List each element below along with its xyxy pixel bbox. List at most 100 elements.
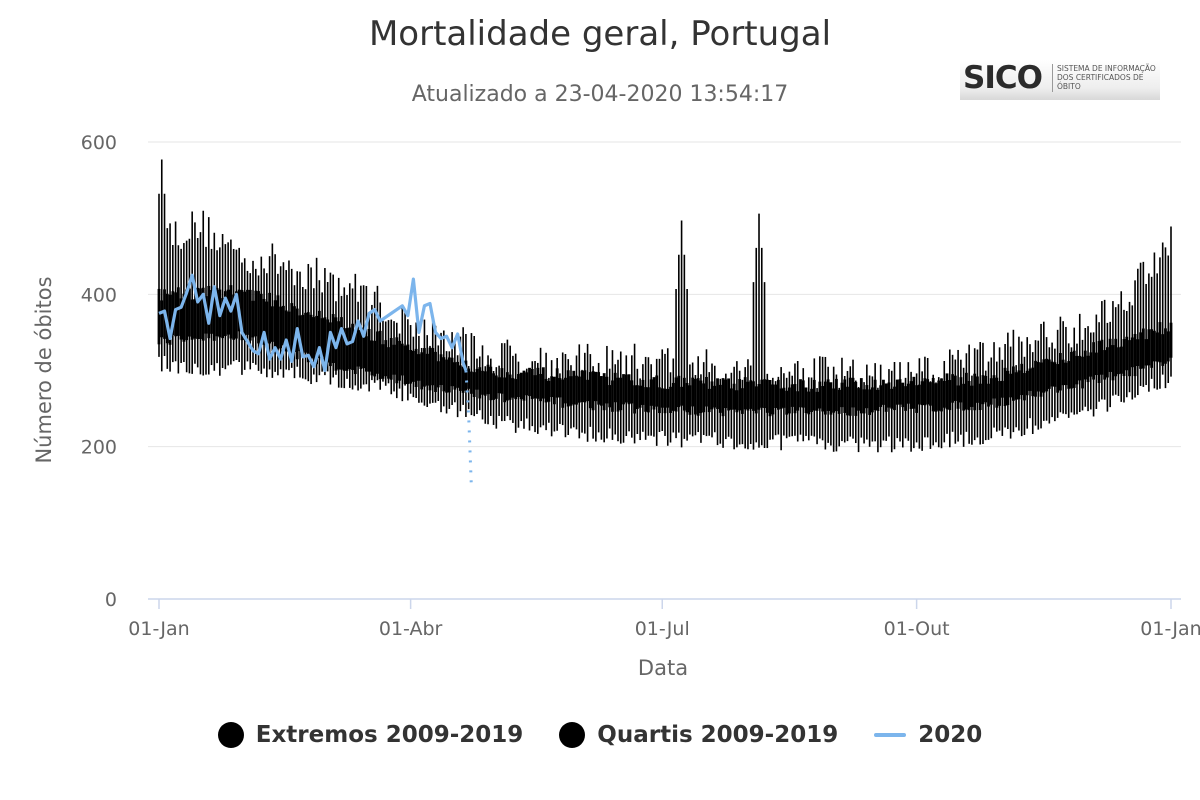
- quartis-bar: [533, 375, 537, 399]
- quartis-bar: [475, 368, 479, 390]
- quartis-bar: [472, 372, 476, 398]
- quartis-bar: [926, 379, 930, 405]
- quartis-bar: [1070, 351, 1073, 389]
- quartis-bar: [1072, 350, 1076, 388]
- quartis-bar: [630, 380, 634, 404]
- quartis-bar: [840, 382, 844, 408]
- legend-item-2020[interactable]: 2020: [874, 722, 982, 748]
- legend-marker-2020: [874, 733, 907, 737]
- quartis-bar: [685, 382, 689, 413]
- quartis-bar: [251, 300, 255, 338]
- quartis-bar: [887, 382, 891, 408]
- quartis-bar: [425, 353, 429, 386]
- chart-area: 01-Jan 01-Abr 01-Jul 01-Out 01-Jan 0 200 400 60…: [32, 132, 1200, 680]
- quartis-bar: [287, 311, 291, 352]
- quartis-bar: [987, 383, 990, 407]
- quartis-bar: [821, 386, 825, 412]
- quartis-bar: [160, 300, 164, 338]
- quartis-bar: [763, 379, 766, 409]
- quartis-bar: [478, 367, 482, 399]
- quartis-bar: [481, 370, 484, 395]
- quartis-bar: [312, 317, 316, 360]
- y-tick-label-200: 200: [81, 437, 117, 459]
- quartis-bar: [575, 375, 578, 405]
- quartis-bar: [699, 380, 703, 414]
- quartis-bar: [364, 336, 368, 372]
- quartis-bar: [724, 379, 728, 409]
- quartis-bar: [345, 328, 349, 371]
- quartis-bar: [525, 372, 529, 396]
- quartis-bar: [329, 322, 332, 367]
- quartis-bar: [962, 383, 966, 411]
- quartis-bar: [735, 390, 739, 413]
- quartis-bar: [909, 381, 913, 409]
- quartis-bar: [873, 379, 877, 411]
- quartis-bar: [588, 372, 592, 409]
- quartis-bar: [967, 380, 971, 411]
- quartis-bar: [890, 388, 894, 409]
- quartis-bar: [458, 365, 462, 391]
- quartis-bar: [511, 378, 515, 398]
- quartis-bar: [818, 381, 822, 409]
- quartis-bar: [854, 381, 858, 416]
- quartis-bar: [942, 380, 946, 408]
- quartis-bar: [246, 289, 249, 335]
- quartis-bar: [1164, 328, 1167, 364]
- quartis-bar: [434, 351, 437, 392]
- quartis-bar: [953, 375, 957, 401]
- quartis-bar: [1025, 370, 1029, 396]
- quartis-bar: [389, 338, 393, 380]
- quartis-bar: [964, 372, 968, 410]
- quartis-bar: [439, 354, 443, 386]
- quartis-bar: [774, 384, 778, 408]
- quartis-bar: [671, 382, 675, 411]
- quartis-bar: [976, 376, 979, 403]
- quartis-bar: [500, 368, 504, 394]
- quartis-bar: [223, 291, 227, 337]
- quartis-bar: [447, 357, 451, 393]
- legend-item-extremos[interactable]: Extremos 2009-2019: [217, 722, 523, 748]
- quartis-bar: [1125, 336, 1129, 371]
- quartis-bar: [879, 385, 883, 407]
- quartis-bar: [243, 291, 247, 341]
- logo-tagline: SISTEMA DE INFORMAÇÃO DOS CERTIFICADOS D…: [1057, 64, 1156, 91]
- quartis-bar: [552, 376, 556, 405]
- quartis-bar: [188, 288, 191, 337]
- quartis-bar: [342, 328, 346, 371]
- quartis-bar: [810, 388, 813, 412]
- quartis-bar: [754, 386, 758, 414]
- quartis-bar: [666, 389, 670, 408]
- quartis-bar: [586, 379, 589, 402]
- quartis-bar: [660, 388, 664, 408]
- quartis-bar: [428, 347, 432, 391]
- quartis-bar: [1045, 358, 1048, 392]
- quartis-bar: [1047, 359, 1051, 389]
- quartis-bar: [718, 384, 722, 413]
- quartis-bar: [876, 389, 880, 412]
- quartis-bar: [788, 387, 791, 414]
- quartis-bar: [547, 381, 551, 402]
- legend-item-quartis[interactable]: Quartis 2009-2019: [559, 722, 838, 748]
- quartis-bar: [1136, 339, 1140, 367]
- quartis-bar: [566, 370, 570, 407]
- quartis-bar: [1039, 362, 1043, 397]
- quartis-bar: [1028, 368, 1032, 391]
- quartis-bar: [1003, 367, 1007, 407]
- quartis-bar: [895, 379, 899, 405]
- quartis-bar: [1017, 370, 1021, 400]
- quartis-bar: [367, 328, 371, 372]
- quartis-bar: [992, 375, 996, 399]
- quartis-bar: [550, 376, 554, 398]
- quartis-bar: [746, 381, 750, 411]
- quartis-bar: [707, 388, 711, 413]
- quartis-bar: [337, 321, 341, 370]
- quartis-bar: [865, 385, 869, 409]
- quartis-bar: [635, 385, 639, 410]
- quartis-bar: [494, 375, 498, 399]
- quartis-bar: [420, 352, 424, 390]
- quartis-bar: [387, 347, 390, 379]
- quartis-bar: [1155, 332, 1159, 362]
- quartis-bar: [1078, 355, 1082, 381]
- quartis-bar: [721, 378, 725, 417]
- quartis-bar: [934, 383, 938, 412]
